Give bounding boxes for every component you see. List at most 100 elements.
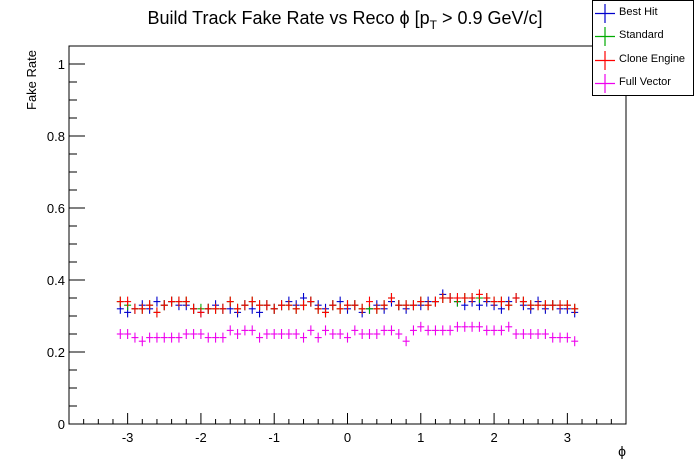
data-point [475, 321, 483, 332]
data-point [175, 296, 183, 307]
data-point [556, 300, 564, 311]
data-point [446, 325, 454, 336]
y-tick-label: 0.4 [47, 273, 65, 288]
data-point [160, 300, 168, 311]
data-point [534, 329, 542, 339]
data-point [351, 325, 359, 336]
data-point [300, 300, 308, 311]
x-axis-tick-labels: -3 -2 -1 0 1 2 3 [122, 430, 571, 445]
data-point [116, 329, 124, 339]
data-point [160, 332, 168, 343]
data-point [571, 303, 579, 314]
data-point [402, 300, 410, 311]
x-axis-label: ϕ [618, 443, 626, 459]
series-full-vector [116, 321, 579, 347]
data-point [373, 329, 381, 339]
data-point [512, 329, 520, 339]
x-tick-label: 2 [490, 430, 497, 445]
data-point [534, 300, 542, 311]
x-tick-label: 0 [344, 430, 351, 445]
legend-label-clone-engine: Clone Engine [619, 53, 686, 65]
legend-marker-clone-engine [595, 51, 615, 70]
data-point [329, 329, 337, 339]
data-point [497, 296, 505, 307]
data-point [366, 296, 373, 307]
data-point [483, 325, 491, 336]
data-point [336, 303, 344, 314]
y-axis-tick-labels: 0 0.2 0.4 0.6 0.8 1 [47, 57, 65, 432]
data-point [453, 293, 461, 303]
legend-marker-standard [595, 27, 615, 46]
data-point [153, 307, 161, 318]
data-point [446, 293, 454, 303]
data-point [497, 325, 505, 336]
data-point [439, 325, 447, 336]
data-point [461, 321, 469, 332]
legend-label-standard: Standard [619, 29, 664, 41]
data-point [417, 321, 425, 332]
data-point [549, 332, 557, 343]
data-point [182, 296, 190, 307]
data-point [380, 325, 388, 336]
data-point [527, 300, 535, 311]
data-point [278, 329, 286, 339]
data-point [212, 332, 220, 343]
data-point [153, 332, 161, 343]
data-point [314, 332, 322, 343]
data-point [387, 325, 395, 336]
data-point [234, 303, 242, 314]
data-point [292, 303, 300, 314]
data-point [300, 332, 308, 343]
data-point [322, 325, 329, 336]
y-tick-label: 0 [58, 417, 65, 432]
data-point [263, 300, 271, 311]
data-point [468, 293, 476, 303]
data-point [285, 300, 293, 311]
data-point [563, 300, 571, 311]
data-point [424, 325, 432, 336]
legend-label-full-vector: Full Vector [619, 76, 671, 88]
data-point [168, 296, 176, 307]
data-point [263, 329, 271, 339]
x-tick-label: -2 [195, 430, 207, 445]
data-point [138, 303, 146, 314]
data-point [505, 300, 513, 311]
data-point [512, 293, 520, 303]
data-point [307, 296, 315, 307]
data-point [292, 329, 300, 339]
data-point [380, 300, 388, 311]
data-point [270, 303, 278, 314]
data-point [402, 336, 410, 347]
data-point [153, 296, 161, 307]
data-point [468, 321, 476, 332]
data-point [168, 332, 176, 343]
data-point [431, 296, 439, 307]
data-point [285, 329, 293, 339]
data-point [219, 332, 227, 343]
y-tick-label: 0.8 [47, 129, 65, 144]
data-point [219, 303, 227, 314]
data-point [307, 325, 315, 336]
y-tick-label: 0.2 [47, 345, 65, 360]
data-point [197, 307, 205, 318]
data-point [409, 300, 417, 311]
data-point [270, 329, 278, 339]
data-point [248, 325, 256, 336]
y-tick-label: 0.6 [47, 201, 65, 216]
data-point [212, 303, 220, 314]
data-point [453, 321, 461, 332]
data-point [527, 329, 535, 339]
data-point [424, 300, 432, 311]
data-point [226, 325, 234, 336]
data-point [248, 296, 256, 307]
data-point [475, 289, 483, 300]
data-point [549, 300, 557, 311]
data-point [490, 325, 498, 336]
data-point [138, 336, 146, 347]
data-point [197, 329, 205, 339]
data-point [256, 332, 264, 343]
x-tick-label: -3 [122, 430, 134, 445]
data-point [373, 303, 381, 314]
data-point [556, 332, 564, 343]
